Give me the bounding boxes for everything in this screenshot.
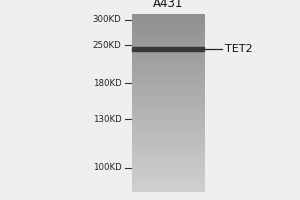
Bar [132, 47, 204, 51]
Text: 250KD: 250KD [93, 40, 122, 49]
Text: 180KD: 180KD [93, 78, 122, 88]
Text: 300KD: 300KD [93, 16, 122, 24]
Text: A431: A431 [153, 0, 183, 10]
Text: 100KD: 100KD [93, 163, 122, 172]
Text: TET2: TET2 [225, 44, 253, 54]
Text: 130KD: 130KD [93, 114, 122, 123]
